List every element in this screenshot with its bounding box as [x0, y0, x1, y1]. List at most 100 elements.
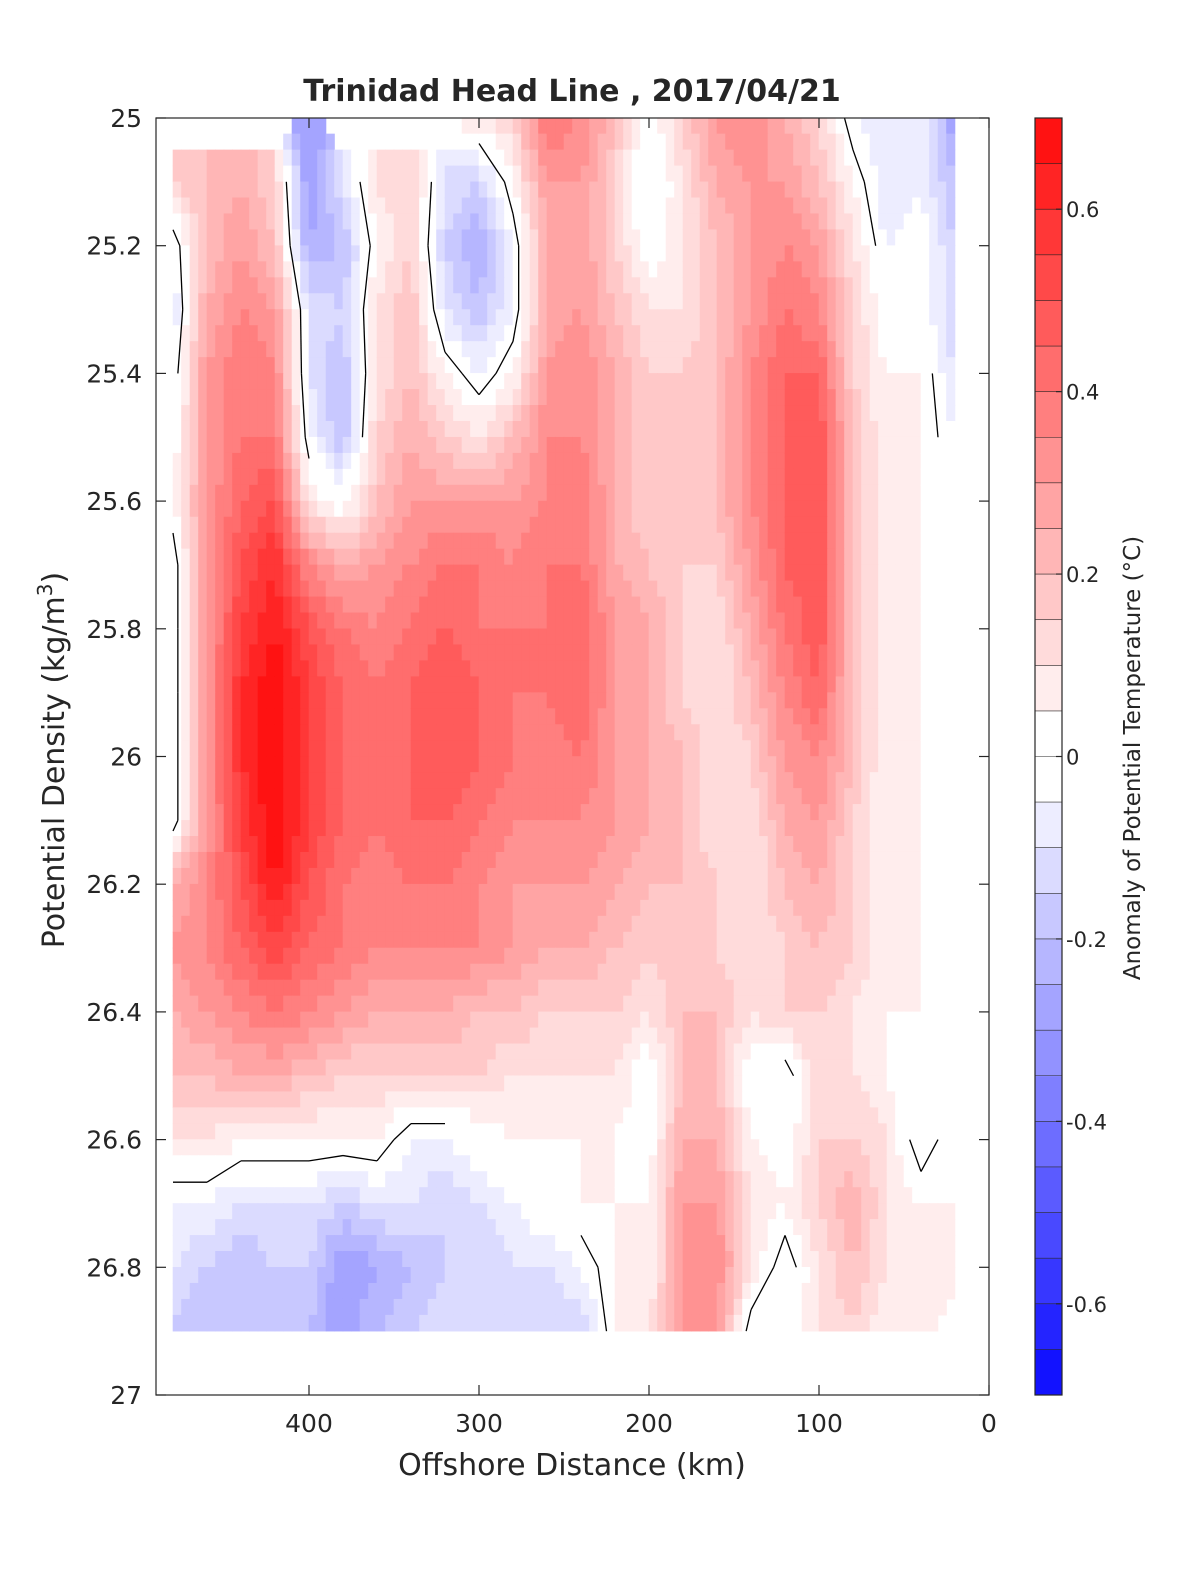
- contour-cell: [648, 915, 658, 933]
- contour-cell: [410, 915, 420, 933]
- contour-cell: [818, 740, 828, 757]
- contour-cell: [903, 325, 913, 342]
- contour-cell: [427, 628, 437, 646]
- contour-cell: [674, 165, 684, 183]
- contour-cell: [334, 197, 344, 215]
- contour-cell: [725, 724, 735, 741]
- contour-cell: [512, 628, 522, 646]
- contour-cell: [453, 612, 463, 630]
- contour-cell: [206, 564, 216, 582]
- contour-cell: [861, 788, 871, 805]
- contour-cell: [886, 165, 896, 183]
- contour-cell: [861, 325, 871, 342]
- contour-cell: [334, 867, 344, 885]
- contour-cell: [504, 181, 514, 199]
- contour-cell: [767, 548, 777, 566]
- contour-cell: [725, 389, 735, 406]
- contour-cell: [946, 756, 956, 773]
- contour-cell: [708, 373, 718, 390]
- contour-cell: [929, 118, 939, 135]
- contour-cell: [504, 420, 514, 438]
- contour-cell: [478, 309, 488, 326]
- contour-cell: [810, 133, 820, 151]
- contour-cell: [631, 165, 641, 183]
- contour-cell: [844, 596, 854, 614]
- contour-cell: [317, 724, 327, 741]
- contour-cell: [206, 772, 216, 789]
- contour-cell: [759, 724, 769, 741]
- contour-cell: [274, 309, 284, 326]
- contour-cell: [725, 804, 735, 821]
- contour-cell: [206, 197, 216, 215]
- contour-cell: [495, 436, 505, 454]
- contour-cell: [453, 947, 463, 965]
- contour-cell: [470, 772, 480, 789]
- contour-cell: [708, 277, 718, 294]
- contour-cell: [589, 118, 599, 135]
- contour-cell: [827, 405, 837, 422]
- contour-cell: [674, 804, 684, 821]
- contour-cell: [733, 979, 743, 997]
- contour-cell: [852, 118, 862, 135]
- contour-cell: [674, 293, 684, 310]
- contour-cell: [691, 580, 701, 598]
- contour-cell: [810, 181, 820, 199]
- contour-cell: [368, 261, 378, 278]
- contour-cell: [308, 564, 318, 582]
- contour-cell: [512, 756, 522, 773]
- contour-cell: [750, 724, 760, 741]
- contour-cell: [461, 915, 471, 933]
- contour-cell: [589, 548, 599, 566]
- contour-cell: [580, 580, 590, 598]
- contour-cell: [674, 357, 684, 374]
- contour-cell: [801, 245, 811, 262]
- contour-cell: [793, 548, 803, 566]
- contour-cell: [351, 740, 361, 757]
- contour-cell: [529, 357, 539, 374]
- contour-cell: [759, 708, 769, 725]
- contour-cell: [274, 692, 284, 709]
- contour-cell: [657, 468, 667, 486]
- contour-cell: [351, 724, 361, 741]
- contour-cell: [368, 979, 378, 997]
- contour-cell: [342, 436, 352, 454]
- contour-cell: [257, 867, 267, 885]
- contour-cell: [716, 756, 726, 773]
- contour-cell: [521, 867, 531, 885]
- contour-cell: [827, 373, 837, 390]
- contour-cell: [555, 548, 565, 566]
- contour-cell: [291, 500, 301, 518]
- contour-cell: [631, 500, 641, 518]
- contour-cell: [946, 484, 956, 502]
- contour-cell: [725, 660, 735, 677]
- contour-cell: [521, 772, 531, 789]
- contour-cell: [648, 261, 658, 278]
- contour-cell: [699, 660, 709, 677]
- contour-cell: [742, 772, 752, 789]
- contour-cell: [291, 596, 301, 614]
- contour-cell: [385, 149, 395, 167]
- contour-cell: [376, 181, 386, 199]
- contour-cell: [682, 867, 692, 885]
- contour-cell: [563, 979, 573, 997]
- contour-cell: [300, 516, 310, 534]
- contour-cell: [852, 484, 862, 502]
- contour-cell: [410, 389, 420, 406]
- contour-cell: [461, 309, 471, 326]
- contour-cell: [648, 692, 658, 709]
- contour-cell: [869, 756, 879, 773]
- contour-cell: [929, 389, 939, 406]
- contour-cell: [538, 357, 548, 374]
- contour-cell: [334, 851, 344, 869]
- contour-cell: [402, 851, 412, 869]
- contour-cell: [376, 373, 386, 390]
- contour-cell: [606, 836, 616, 853]
- contour-cell: [283, 293, 293, 310]
- contour-cell: [419, 420, 429, 438]
- contour-cell: [555, 165, 565, 183]
- contour-cell: [648, 612, 658, 630]
- contour-cell: [453, 756, 463, 773]
- contour-cell: [325, 452, 335, 470]
- contour-cell: [827, 532, 837, 550]
- contour-cell: [257, 484, 267, 502]
